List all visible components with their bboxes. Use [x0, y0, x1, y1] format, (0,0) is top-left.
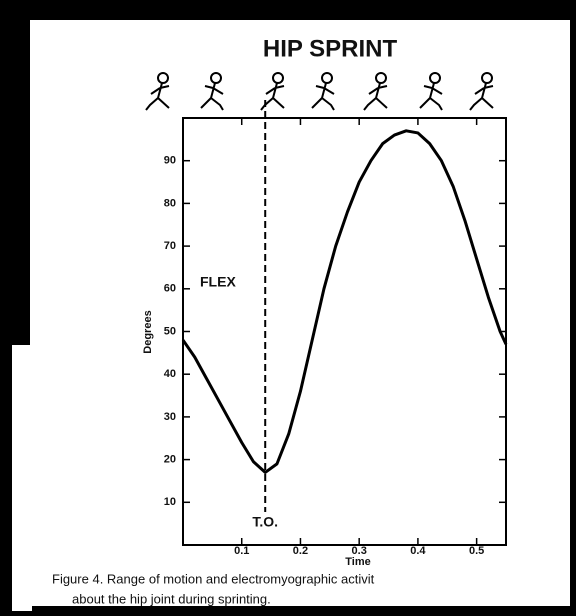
- y-axis-label: Degrees: [142, 310, 154, 353]
- x-tick-label: 0.2: [293, 545, 308, 557]
- caption: Figure 4. Range of motion and electromyo…: [52, 571, 375, 586]
- page: HIP SPRINT Degrees Time FLEX Figure 4. R…: [0, 0, 576, 611]
- paper-edge: [12, 345, 32, 611]
- y-tick-label: 40: [164, 368, 176, 380]
- toe-off-label: T.O.: [252, 514, 278, 530]
- y-tick-label: 80: [164, 197, 176, 209]
- chart-title: HIP SPRINT: [263, 35, 398, 62]
- y-tick-label: 90: [164, 155, 176, 167]
- paper: [30, 20, 570, 606]
- flex-label: FLEX: [200, 274, 236, 290]
- y-tick-label: 50: [164, 325, 176, 337]
- caption: about the hip joint during sprinting.: [72, 591, 271, 606]
- y-tick-label: 30: [164, 411, 176, 423]
- y-tick-label: 10: [164, 496, 176, 508]
- x-tick-label: 0.1: [234, 545, 249, 557]
- x-tick-label: 0.4: [410, 545, 426, 557]
- y-tick-label: 70: [164, 240, 176, 252]
- y-tick-label: 20: [164, 454, 176, 466]
- x-tick-label: 0.3: [352, 545, 367, 557]
- y-tick-label: 60: [164, 283, 176, 295]
- x-tick-label: 0.5: [469, 545, 484, 557]
- x-axis-label: Time: [345, 556, 370, 568]
- chart: HIP SPRINT Degrees Time FLEX Figure 4. R…: [0, 0, 576, 611]
